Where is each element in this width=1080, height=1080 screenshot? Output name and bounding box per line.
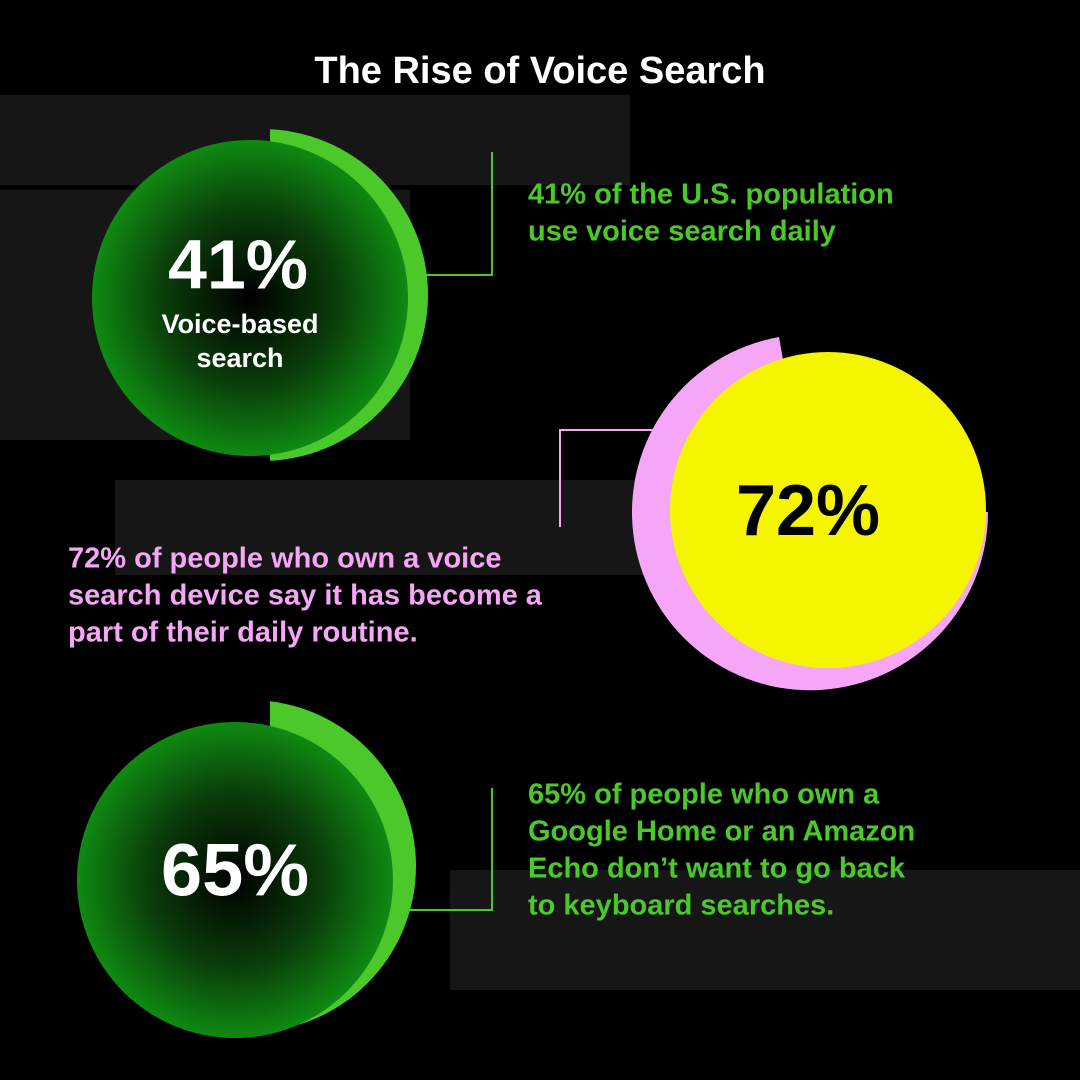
stat-value: 41%: [168, 225, 308, 303]
stat-caption: part of their daily routine.: [68, 617, 418, 649]
stat-caption: 72% of people who own a voice: [68, 543, 501, 575]
connector: [400, 788, 493, 911]
stat-caption: 41% of the U.S. population: [528, 179, 894, 211]
stat-value: 65%: [161, 829, 309, 912]
stat-caption: Echo don’t want to go back: [528, 853, 906, 885]
stat-circle: [77, 722, 393, 1038]
connector: [559, 429, 668, 527]
stat-sublabel: search: [196, 343, 283, 373]
stat-sublabel: Voice-based: [161, 309, 318, 339]
title: The Rise of Voice Search: [314, 50, 765, 92]
stat-caption: use voice search daily: [528, 216, 836, 248]
stat-caption: Google Home or an Amazon: [528, 816, 915, 848]
stat-caption: to keyboard searches.: [528, 890, 834, 922]
stat-value: 72%: [736, 471, 880, 551]
stat-circle: [92, 140, 408, 456]
stat-caption: 65% of people who own a: [528, 779, 880, 811]
stat-circle: [670, 352, 986, 668]
connector: [410, 152, 493, 276]
stat-caption: search device say it has become a: [68, 580, 543, 612]
